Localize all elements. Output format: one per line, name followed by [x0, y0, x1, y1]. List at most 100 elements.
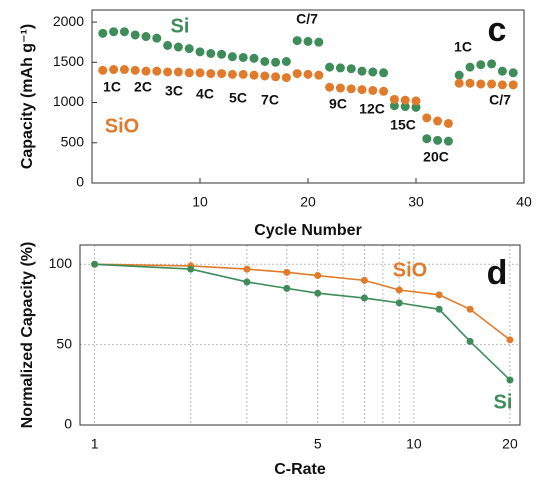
annotation: 15C [390, 117, 416, 133]
y-tick-label: 1000 [53, 93, 84, 109]
annotation: 2C [134, 79, 152, 95]
data-point [433, 135, 443, 145]
data-point [249, 70, 259, 80]
annotation: 4C [196, 86, 214, 102]
data-point [335, 63, 345, 73]
data-point [357, 85, 367, 95]
panel-label: d [487, 254, 508, 292]
data-point [195, 47, 205, 57]
data-point [360, 276, 368, 284]
data-point [465, 78, 475, 88]
data-point [260, 71, 270, 81]
x-axis-label: Cycle Number [254, 222, 362, 239]
data-point [368, 85, 378, 95]
data-point [173, 67, 183, 77]
data-point [109, 65, 119, 75]
data-point [346, 84, 356, 94]
y-tick-label: 500 [61, 133, 85, 149]
data-point [466, 305, 474, 313]
data-point [454, 70, 464, 80]
data-point [506, 376, 514, 384]
data-point [346, 64, 356, 74]
series-line [94, 263, 511, 381]
data-point [243, 265, 251, 273]
annotation: 20C [423, 149, 449, 165]
series-label: SiO [105, 115, 139, 137]
data-point [141, 32, 151, 42]
data-point [283, 284, 291, 292]
data-point [227, 69, 237, 79]
data-point [389, 94, 399, 104]
x-tick-label: 5 [314, 436, 322, 452]
annotation: 9C [329, 96, 347, 112]
data-point [335, 83, 345, 93]
annotation: 5C [229, 90, 247, 106]
series-label: Si [494, 391, 513, 413]
data-point [435, 305, 443, 313]
data-point [487, 79, 497, 89]
data-point [206, 69, 216, 79]
data-point [260, 56, 270, 66]
data-point [487, 59, 497, 69]
data-point [98, 65, 108, 75]
annotation: 1C [454, 39, 472, 55]
data-point [281, 73, 291, 83]
data-point [422, 113, 432, 123]
data-point [98, 28, 108, 38]
data-point [411, 102, 421, 112]
data-point [303, 69, 313, 79]
data-point [454, 78, 464, 88]
x-tick-label: 20 [502, 436, 518, 452]
data-point [325, 82, 335, 92]
y-tick-label: 1500 [53, 53, 84, 69]
plot-frame [91, 9, 525, 184]
x-tick-label: 1 [91, 436, 99, 452]
data-point [238, 52, 248, 62]
data-point [217, 69, 227, 79]
data-point [184, 68, 194, 78]
data-point [508, 80, 518, 90]
data-point [217, 49, 227, 59]
data-point [325, 62, 335, 72]
data-point [400, 102, 410, 112]
data-point [249, 53, 259, 63]
data-point [314, 289, 322, 297]
data-point [395, 299, 403, 307]
data-point [389, 101, 399, 111]
data-point [119, 27, 129, 37]
data-point [238, 69, 248, 79]
data-point [497, 66, 507, 76]
data-point [141, 66, 151, 76]
y-tick-label: 50 [56, 335, 72, 351]
data-point [360, 294, 368, 302]
annotation: 1C [103, 79, 121, 95]
data-point [314, 272, 322, 280]
data-point [357, 66, 367, 76]
data-point [292, 36, 302, 46]
annotation: 12C [359, 101, 385, 117]
data-point [119, 65, 129, 75]
data-point [271, 72, 281, 82]
y-tick-label: 0 [76, 174, 84, 190]
data-point [109, 27, 119, 37]
data-point [443, 136, 453, 146]
data-point [130, 30, 140, 40]
x-tick-label: 30 [408, 194, 424, 210]
x-tick-label: 20 [300, 194, 316, 210]
data-point [184, 44, 194, 54]
data-point [508, 68, 518, 78]
y-axis-label: Capacity (mAh g⁻¹) [19, 24, 36, 169]
data-point [173, 42, 183, 52]
data-point [152, 66, 162, 76]
data-point [411, 96, 421, 106]
data-point [152, 33, 162, 43]
data-point [422, 134, 432, 144]
data-point [368, 67, 378, 77]
series-label: SiO [393, 259, 427, 281]
data-point [476, 60, 486, 70]
data-point [314, 70, 324, 80]
series-label: Si [171, 15, 190, 37]
series-line [94, 263, 511, 341]
data-point [433, 116, 443, 126]
